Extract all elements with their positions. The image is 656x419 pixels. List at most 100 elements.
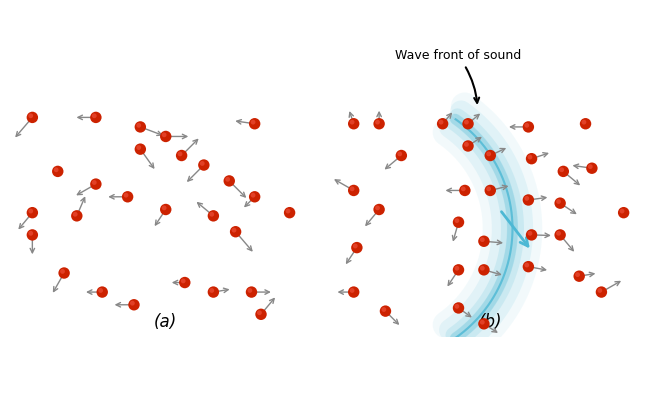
Circle shape [27,207,38,218]
Text: Wave front of sound: Wave front of sound [395,49,522,103]
Circle shape [464,142,469,147]
Circle shape [251,193,255,198]
Circle shape [230,226,241,238]
Circle shape [596,286,607,298]
Circle shape [524,263,529,267]
Circle shape [200,161,205,166]
Circle shape [480,320,485,325]
Circle shape [523,121,534,133]
Circle shape [618,207,629,218]
Circle shape [526,153,537,164]
Circle shape [478,264,489,276]
Circle shape [396,150,407,161]
Circle shape [527,155,533,160]
Circle shape [179,277,190,288]
Circle shape [136,145,141,150]
Circle shape [586,163,598,174]
Circle shape [560,167,564,172]
Circle shape [160,131,171,142]
Circle shape [351,242,363,253]
Circle shape [486,186,491,191]
Text: (b): (b) [478,313,502,331]
Circle shape [598,288,602,293]
Circle shape [249,191,260,202]
Circle shape [462,118,474,129]
Circle shape [348,118,359,129]
Circle shape [90,112,102,123]
Circle shape [620,209,625,213]
Circle shape [558,166,569,177]
Circle shape [526,229,537,241]
Circle shape [162,205,167,210]
Circle shape [160,204,171,215]
Circle shape [398,152,402,156]
Circle shape [198,159,209,171]
Circle shape [73,212,77,217]
Circle shape [27,112,38,123]
Circle shape [249,118,260,129]
Circle shape [98,288,103,293]
Circle shape [439,120,443,124]
Circle shape [348,185,359,196]
Circle shape [28,231,33,236]
Circle shape [464,120,469,124]
Circle shape [459,185,470,196]
Circle shape [176,150,188,161]
Circle shape [96,286,108,298]
Circle shape [588,164,592,169]
Circle shape [527,231,533,236]
Circle shape [247,288,253,293]
Circle shape [27,229,38,241]
Circle shape [251,120,255,124]
Circle shape [134,121,146,133]
Circle shape [92,180,96,185]
Circle shape [181,279,186,283]
Circle shape [373,204,385,215]
Circle shape [208,210,219,222]
Circle shape [122,191,133,202]
Circle shape [380,305,391,317]
Circle shape [478,235,489,247]
Circle shape [524,123,529,128]
Circle shape [350,186,354,191]
Circle shape [255,308,267,320]
Circle shape [123,193,129,198]
Circle shape [523,261,534,272]
Circle shape [209,288,214,293]
Circle shape [284,207,295,218]
Circle shape [28,209,33,213]
Circle shape [375,120,380,124]
Circle shape [480,237,485,242]
Circle shape [350,288,354,293]
Circle shape [257,310,262,315]
Circle shape [208,286,219,298]
Circle shape [60,269,65,274]
Circle shape [353,243,358,248]
Text: (a): (a) [154,313,177,331]
Circle shape [485,150,496,161]
Circle shape [71,210,83,222]
Circle shape [575,272,580,277]
Circle shape [350,120,354,124]
Circle shape [556,199,561,204]
Circle shape [373,118,385,129]
Circle shape [455,218,459,223]
Circle shape [485,185,496,196]
Circle shape [209,212,214,217]
Circle shape [130,301,134,305]
Circle shape [524,196,529,201]
Circle shape [480,266,485,271]
Circle shape [554,197,566,209]
Circle shape [437,118,448,129]
Circle shape [556,231,561,236]
Circle shape [453,302,464,314]
Circle shape [523,194,534,206]
Circle shape [453,264,464,276]
Circle shape [478,318,489,330]
Circle shape [573,271,585,282]
Circle shape [28,114,33,118]
Circle shape [232,228,236,233]
Circle shape [554,229,566,241]
Circle shape [225,177,230,182]
Circle shape [285,209,291,213]
